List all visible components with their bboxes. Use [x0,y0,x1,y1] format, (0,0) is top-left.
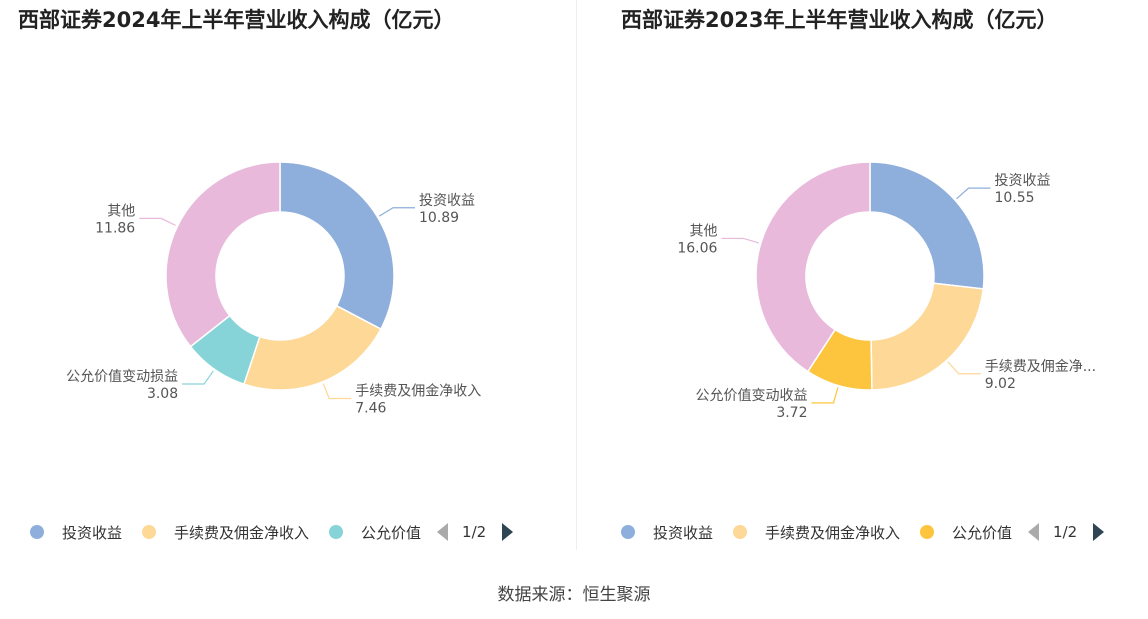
slice-label: 公允价值变动损益 [66,369,178,385]
slice-label: 手续费及佣金净收入 [355,382,481,399]
slice-label: 投资收益 [994,173,1050,189]
legend: 投资收益 手续费及佣金净收入 公允价值 1/2 [30,519,514,545]
pie-slice[interactable] [279,161,395,331]
next-page-icon[interactable] [502,523,514,541]
leader-line [378,207,416,217]
panel-divider [576,0,577,550]
pie-slice[interactable] [870,282,985,391]
legend-label: 公允价值 [952,523,1013,542]
page-indicator: 1/2 [1053,523,1078,541]
pie-slice[interactable] [242,304,382,391]
leader-line [322,383,352,400]
prev-page-icon[interactable] [1028,523,1040,541]
next-page-icon[interactable] [1093,523,1105,541]
leader-line [811,387,839,404]
legend-marker [733,525,748,539]
legend-marker [30,525,44,539]
legend: 投资收益 手续费及佣金净收入 公允价值 1/2 [621,519,1105,545]
leader-line [721,237,759,244]
leader-line [956,187,991,200]
legend-marker [329,525,344,539]
leader-line [947,361,981,375]
slice-value: 9.02 [985,376,1016,392]
page-indicator: 1/2 [462,523,487,541]
leader-line [139,217,176,226]
prev-page-icon[interactable] [437,523,449,541]
legend-item-fair-value[interactable]: 公允价值 [920,522,1012,543]
chart-title: 西部证券2023年上半年营业收入构成（亿元） [621,8,1058,32]
slice-label: 投资收益 [419,193,475,209]
legend-item-investment[interactable]: 投资收益 [621,522,713,543]
chart-panel-2024: 西部证券2024年上半年营业收入构成（亿元） 投资收益 10.89 手续费及佣金净收… [0,0,576,550]
legend-item-investment[interactable]: 投资收益 [30,522,122,543]
slice-label: 公允价值变动收益 [695,388,807,404]
legend-label: 投资收益 [653,523,714,542]
legend-item-commission[interactable]: 手续费及佣金净收入 [142,522,309,543]
legend-marker [142,525,157,539]
legend-item-fair-value[interactable]: 公允价值 [329,522,421,543]
pie-slice[interactable] [165,161,281,348]
pie-slice[interactable] [755,161,871,373]
pie-slice[interactable] [869,161,985,290]
legend-label: 手续费及佣金净收入 [174,523,310,542]
slice-value: 11.86 [95,220,135,236]
slice-value: 3.08 [147,386,178,402]
legend-marker [920,525,935,539]
slice-value: 10.89 [419,210,459,226]
slice-label: 其他 [689,223,717,239]
legend-label: 手续费及佣金净收入 [765,523,901,542]
slice-label: 手续费及佣金净... [985,358,1096,375]
slice-value: 16.06 [677,240,717,256]
slice-value: 3.72 [776,405,807,421]
chart-panel-2023: 西部证券2023年上半年营业收入构成（亿元） 投资收益 10.55 手续费及佣金净.… [577,0,1148,550]
leader-line [182,370,214,385]
legend-label: 公允价值 [361,523,422,542]
legend-marker [621,525,635,539]
chart-title: 西部证券2024年上半年营业收入构成（亿元） [18,8,455,32]
legend-pager: 1/2 [1028,523,1105,541]
slice-label: 其他 [107,203,135,219]
slice-value: 7.46 [355,400,386,416]
slice-value: 10.55 [994,190,1034,206]
legend-item-commission[interactable]: 手续费及佣金净收入 [733,522,900,543]
data-source-note: 数据来源：恒生聚源 [497,585,651,605]
legend-pager: 1/2 [437,523,514,541]
legend-label: 投资收益 [62,523,123,542]
